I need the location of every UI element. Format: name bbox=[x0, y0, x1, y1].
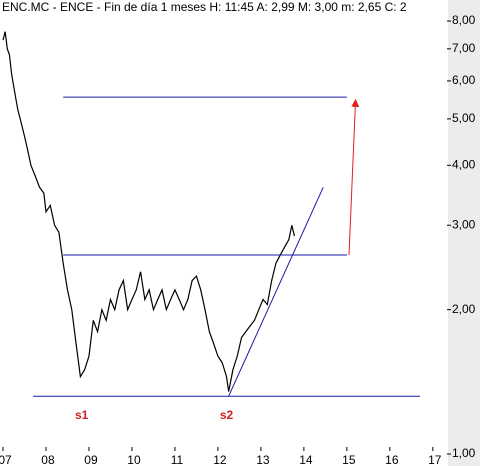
x-tick-label: 07 bbox=[0, 453, 12, 466]
x-tick-label: 08 bbox=[41, 453, 55, 466]
x-tick-label: 17 bbox=[428, 453, 442, 466]
y-tick-label: 6,00 bbox=[452, 73, 476, 87]
x-tick-label: 13 bbox=[256, 453, 270, 466]
x-tick-label: 15 bbox=[342, 453, 356, 466]
y-tick-label: 5,00 bbox=[452, 111, 476, 125]
price-line bbox=[2, 31, 296, 392]
annotation: s1 bbox=[75, 408, 89, 422]
y-tick-label: 8,00 bbox=[452, 13, 476, 27]
x-tick-label: 16 bbox=[385, 453, 399, 466]
x-tick-label: 12 bbox=[213, 453, 227, 466]
trend-line bbox=[228, 187, 324, 397]
x-tick-label: 09 bbox=[84, 453, 98, 466]
annotation: s2 bbox=[220, 408, 234, 422]
y-tick-label: 7,00 bbox=[452, 41, 476, 55]
x-tick-label: 11 bbox=[171, 453, 184, 466]
axis-panel bbox=[448, 0, 480, 466]
y-tick-label: 1,00 bbox=[452, 446, 476, 460]
arrow bbox=[348, 98, 360, 256]
y-tick-label: 3,00 bbox=[452, 217, 476, 231]
y-tick-label: 2,00 bbox=[452, 302, 476, 316]
x-tick-label: 10 bbox=[127, 453, 141, 466]
y-tick-label: 4,00 bbox=[452, 158, 476, 172]
x-tick-label: 14 bbox=[299, 453, 313, 466]
chart-title: ENC.MC - ENCE - Fin de día 1 meses H: 11… bbox=[2, 0, 407, 14]
